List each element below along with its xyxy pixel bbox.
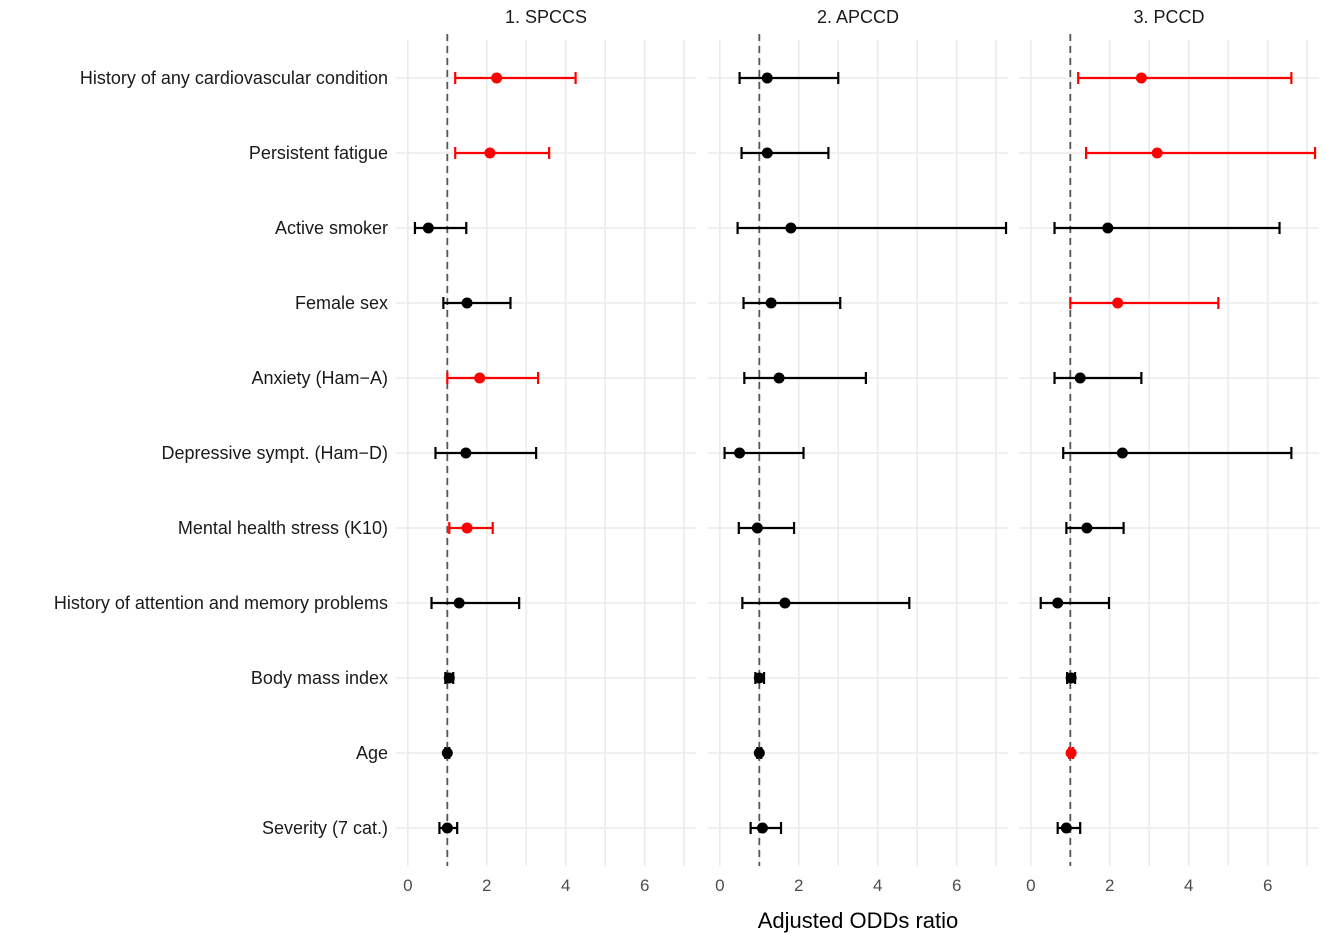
odds-ratio-point <box>441 822 453 834</box>
odds-ratio-point <box>1065 747 1077 759</box>
facet-title: 3. PCCD <box>1133 7 1204 27</box>
odds-ratio-point <box>460 447 472 459</box>
plot-panels: 1. SPCCS 0 2 4 6 2. APCCD 0 2 4 6 3. PCCD 0 2 4 6 <box>396 7 1319 895</box>
x-tick-label: 6 <box>1263 876 1272 895</box>
row-label: Active smoker <box>275 218 388 238</box>
odds-ratio-point <box>441 747 453 759</box>
odds-ratio-point <box>1060 822 1072 834</box>
row-label: Depressive sympt. (Ham−D) <box>161 443 388 463</box>
odds-ratio-point <box>761 147 773 159</box>
odds-ratio-point <box>461 297 473 309</box>
row-label: Severity (7 cat.) <box>262 818 388 838</box>
odds-ratio-point <box>461 522 473 534</box>
odds-ratio-point <box>453 597 465 609</box>
odds-ratio-point <box>773 372 785 384</box>
panel-3: 3. PCCD 0 2 4 6 <box>1019 7 1319 895</box>
odds-ratio-point <box>765 297 777 309</box>
odds-ratio-point <box>779 597 791 609</box>
odds-ratio-point <box>1102 222 1114 234</box>
odds-ratio-point <box>734 447 746 459</box>
odds-ratio-point <box>751 522 763 534</box>
odds-ratio-point <box>1135 72 1147 84</box>
odds-ratio-point <box>753 672 765 684</box>
odds-ratio-point <box>756 822 768 834</box>
panel-1: 1. SPCCS 0 2 4 6 <box>396 7 696 895</box>
odds-ratio-point <box>491 72 503 84</box>
row-label: Persistent fatigue <box>249 143 388 163</box>
x-tick-label: 2 <box>794 876 803 895</box>
x-tick-label: 6 <box>952 876 961 895</box>
odds-ratio-point <box>1116 447 1128 459</box>
row-label: Body mass index <box>251 668 388 688</box>
x-tick-label: 2 <box>482 876 491 895</box>
facet-title: 2. APCCD <box>817 7 899 27</box>
x-tick-label: 4 <box>873 876 882 895</box>
odds-ratio-point <box>1151 147 1163 159</box>
x-tick-label: 0 <box>715 876 724 895</box>
x-tick-label: 4 <box>561 876 570 895</box>
row-label: History of attention and memory problems <box>54 593 388 613</box>
row-label: Female sex <box>295 293 388 313</box>
facet-title: 1. SPCCS <box>505 7 587 27</box>
odds-ratio-point <box>753 747 765 759</box>
odds-ratio-point <box>474 372 486 384</box>
row-label: Age <box>356 743 388 763</box>
row-labels: History of any cardiovascular condition P… <box>54 68 388 838</box>
x-tick-label: 4 <box>1184 876 1193 895</box>
row-label: Mental health stress (K10) <box>178 518 388 538</box>
x-tick-label: 0 <box>403 876 412 895</box>
row-label: History of any cardiovascular condition <box>80 68 388 88</box>
odds-ratio-point <box>1112 297 1124 309</box>
odds-ratio-point <box>422 222 434 234</box>
odds-ratio-point <box>785 222 797 234</box>
x-tick-label: 2 <box>1105 876 1114 895</box>
odds-ratio-point <box>1074 372 1086 384</box>
odds-ratio-point <box>484 147 496 159</box>
x-axis-title: Adjusted ODDs ratio <box>758 908 959 933</box>
panel-2: 2. APCCD 0 2 4 6 <box>708 7 1008 895</box>
odds-ratio-point <box>761 72 773 84</box>
row-label: Anxiety (Ham−A) <box>251 368 388 388</box>
odds-ratio-point <box>1065 672 1077 684</box>
odds-ratio-point <box>1081 522 1093 534</box>
x-tick-label: 6 <box>640 876 649 895</box>
odds-ratio-point <box>1052 597 1064 609</box>
odds-ratio-point <box>443 672 455 684</box>
x-tick-label: 0 <box>1026 876 1035 895</box>
